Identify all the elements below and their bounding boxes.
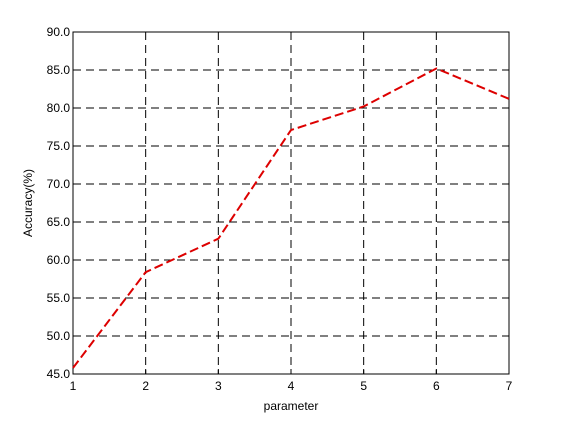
x-tick-label: 4 xyxy=(288,379,295,393)
y-tick-label: 60.0 xyxy=(47,253,71,267)
y-tick-label: 45.0 xyxy=(47,367,71,381)
x-axis-label: parameter xyxy=(264,399,319,413)
y-tick-label: 70.0 xyxy=(47,177,71,191)
y-axis-label: Accuracy(%) xyxy=(21,169,35,237)
grid xyxy=(73,32,509,374)
x-tick-label: 1 xyxy=(70,379,77,393)
y-tick-label: 80.0 xyxy=(47,101,71,115)
y-tick-label: 90.0 xyxy=(47,25,71,39)
y-tick-label: 55.0 xyxy=(47,291,71,305)
x-tick-label: 6 xyxy=(433,379,440,393)
y-tick-label: 50.0 xyxy=(47,329,71,343)
x-tick-label: 3 xyxy=(215,379,222,393)
x-tick-label: 5 xyxy=(360,379,367,393)
x-tick-label: 7 xyxy=(506,379,513,393)
axis-ticks: 1 2 3 4 5 6 7 45.0 50.0 55.0 60.0 65.0 70.0 75.0 80.0 8… xyxy=(47,25,513,393)
y-tick-label: 85.0 xyxy=(47,63,71,77)
y-tick-label: 75.0 xyxy=(47,139,71,153)
y-tick-label: 65.0 xyxy=(47,215,71,229)
x-tick-label: 2 xyxy=(142,379,149,393)
